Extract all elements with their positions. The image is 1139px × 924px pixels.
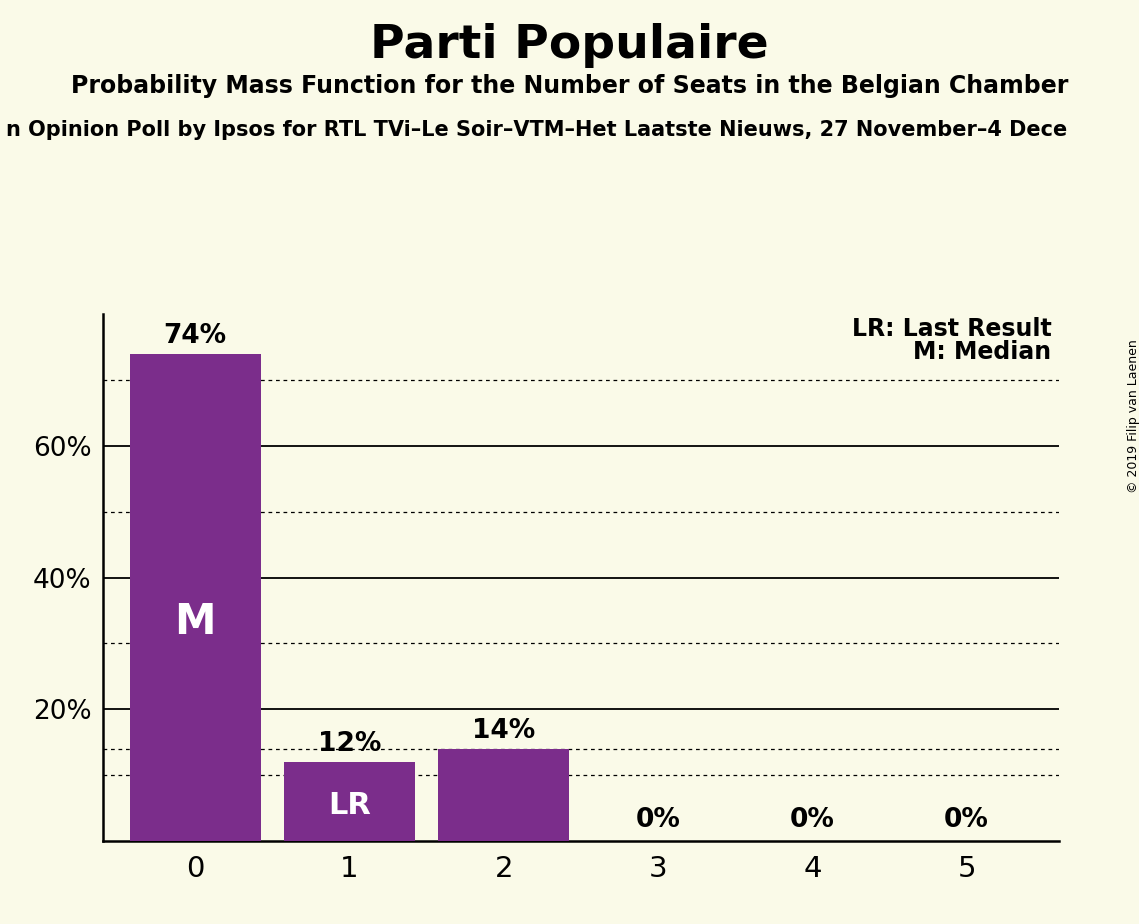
Text: 74%: 74% [164,323,227,349]
Text: LR: LR [328,791,371,820]
Text: LR: Last Result: LR: Last Result [852,318,1051,342]
Text: Probability Mass Function for the Number of Seats in the Belgian Chamber: Probability Mass Function for the Number… [71,74,1068,98]
Text: 14%: 14% [472,718,535,744]
Text: 0%: 0% [636,807,680,833]
Bar [439,748,570,841]
Text: 0%: 0% [790,807,835,833]
Bar [284,761,415,841]
Text: n Opinion Poll by Ipsos for RTL TVi–Le Soir–VTM–Het Laatste Nieuws, 27 November–: n Opinion Poll by Ipsos for RTL TVi–Le S… [6,120,1067,140]
Text: 0%: 0% [944,807,989,833]
Text: © 2019 Filip van Laenen: © 2019 Filip van Laenen [1126,339,1139,492]
Text: Parti Populaire: Parti Populaire [370,23,769,68]
Bar [130,354,261,841]
Text: M: Median: M: Median [913,341,1051,364]
Text: 12%: 12% [318,731,382,758]
Text: M: M [174,601,216,642]
